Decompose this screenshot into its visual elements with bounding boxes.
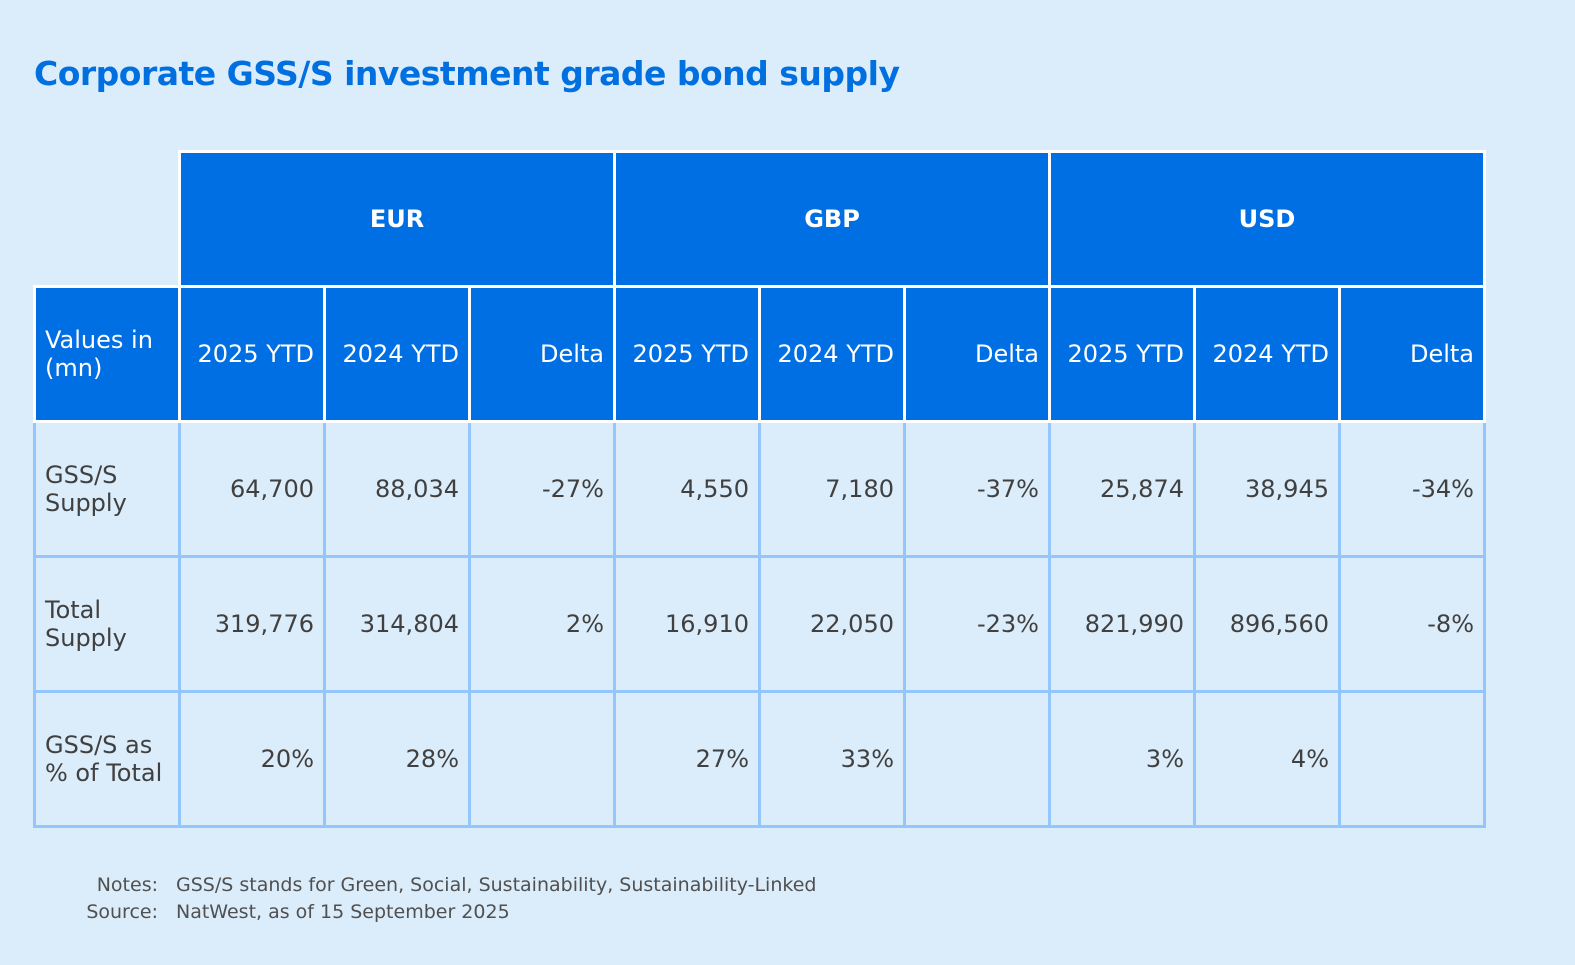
table-cell: 896,560 xyxy=(1193,555,1341,693)
page-title: Corporate GSS/S investment grade bond su… xyxy=(34,54,900,93)
subcolumn-header: Delta xyxy=(903,285,1051,423)
table-cell: 821,990 xyxy=(1048,555,1196,693)
corner-empty-cell xyxy=(35,152,180,287)
currency-header-eur: EUR xyxy=(178,150,616,288)
subcolumn-header: Delta xyxy=(1338,285,1486,423)
row-label: Total Supply xyxy=(33,555,181,693)
source-label: Source: xyxy=(86,901,158,923)
table-cell: 319,776 xyxy=(178,555,326,693)
table-cell: 25,874 xyxy=(1048,420,1196,558)
table-cell: -27% xyxy=(468,420,616,558)
footnotes: Notes: GSS/S stands for Green, Social, Su… xyxy=(0,872,816,926)
table-cell: 22,050 xyxy=(758,555,906,693)
subcolumn-header: 2025 YTD xyxy=(613,285,761,423)
table-cell: 4% xyxy=(1193,690,1341,828)
subcolumn-header: 2025 YTD xyxy=(178,285,326,423)
table-cell: 33% xyxy=(758,690,906,828)
table-cell: 64,700 xyxy=(178,420,326,558)
table-cell: 3% xyxy=(1048,690,1196,828)
subcolumn-header: 2024 YTD xyxy=(323,285,471,423)
table-cell: 4,550 xyxy=(613,420,761,558)
currency-header-usd: USD xyxy=(1048,150,1486,288)
subheader-row: Values in (mn) 2025 YTD 2024 YTD Delta 2025 … xyxy=(33,285,1486,423)
notes-label: Notes: xyxy=(96,874,158,896)
values-unit-label: Values in (mn) xyxy=(33,285,181,423)
table-cell: 38,945 xyxy=(1193,420,1341,558)
table-cell: -23% xyxy=(903,555,1051,693)
table-cell xyxy=(1338,690,1486,828)
subcolumn-header: 2024 YTD xyxy=(1193,285,1341,423)
table-cell: -34% xyxy=(1338,420,1486,558)
supply-table: EUR GBP USD Values in (mn) 2025 YTD 2024 YTD D… xyxy=(33,150,1486,828)
table-cell: 88,034 xyxy=(323,420,471,558)
currency-header-gbp: GBP xyxy=(613,150,1051,288)
table-row: GSS/S as % of Total 20% 28% 27% 33% 3% 4% xyxy=(33,690,1486,828)
table-cell: 28% xyxy=(323,690,471,828)
currency-header-row: EUR GBP USD xyxy=(35,150,1486,288)
table-cell: -8% xyxy=(1338,555,1486,693)
subcolumn-header: Delta xyxy=(468,285,616,423)
row-label: GSS/S as % of Total xyxy=(33,690,181,828)
table-cell: -37% xyxy=(903,420,1051,558)
source-text: NatWest, as of 15 September 2025 xyxy=(176,901,510,923)
table-cell xyxy=(903,690,1051,828)
table-cell: 314,804 xyxy=(323,555,471,693)
table-row: GSS/S Supply 64,700 88,034 -27% 4,550 7,180 -3… xyxy=(33,420,1486,558)
row-label: GSS/S Supply xyxy=(33,420,181,558)
table-cell: 20% xyxy=(178,690,326,828)
table-cell xyxy=(468,690,616,828)
table-cell: 2% xyxy=(468,555,616,693)
notes-text: GSS/S stands for Green, Social, Sustaina… xyxy=(176,874,817,896)
subcolumn-header: 2025 YTD xyxy=(1048,285,1196,423)
table-cell: 16,910 xyxy=(613,555,761,693)
table-cell: 7,180 xyxy=(758,420,906,558)
subcolumn-header: 2024 YTD xyxy=(758,285,906,423)
table-cell: 27% xyxy=(613,690,761,828)
table-row: Total Supply 319,776 314,804 2% 16,910 22,050… xyxy=(33,555,1486,693)
